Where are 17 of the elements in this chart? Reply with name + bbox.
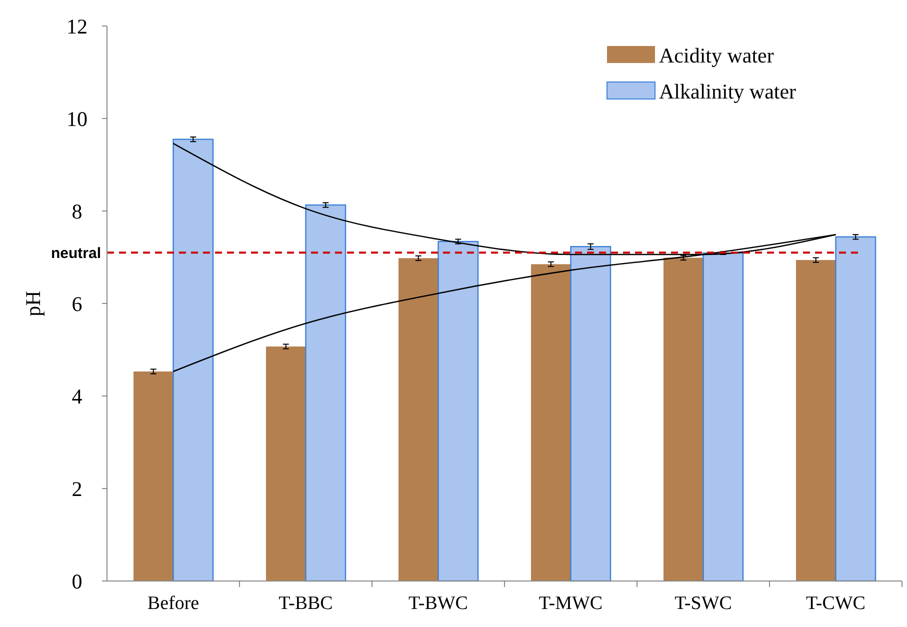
x-tick-label: T-BWC — [408, 593, 468, 614]
y-tick-label: 2 — [72, 476, 82, 501]
y-tick-label: 12 — [66, 14, 88, 38]
x-tick-label: T-BBC — [278, 593, 333, 614]
y-tick-label: 6 — [72, 292, 82, 316]
y-tick-label: 0 — [72, 569, 82, 594]
x-tick-label: T-CWC — [806, 593, 866, 614]
y-tick-label: 10 — [66, 106, 88, 131]
y-axis-title: pH — [21, 290, 45, 316]
legend-label: Acidity water — [659, 43, 774, 68]
x-tick-label: T-SWC — [674, 593, 732, 614]
ref-line-label: neutral — [50, 244, 101, 262]
x-tick-label: Before — [147, 593, 200, 614]
x-tick-label: T-MWC — [538, 593, 603, 614]
legend-label: Alkalinity water — [659, 79, 796, 104]
y-tick-label: 4 — [72, 384, 83, 408]
y-tick-label: 8 — [72, 199, 82, 224]
